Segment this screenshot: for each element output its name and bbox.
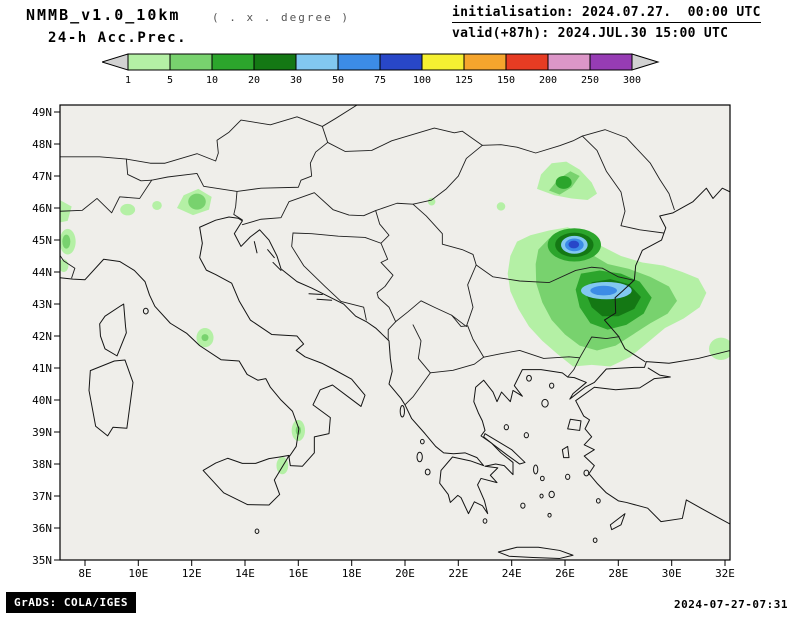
legend-tick: 75 bbox=[374, 75, 386, 86]
legend-segment bbox=[589, 53, 633, 71]
legend-segment bbox=[295, 53, 339, 71]
y-tick-label: 40N bbox=[32, 394, 52, 407]
x-tick-label: 28E bbox=[608, 567, 628, 580]
y-tick-label: 46N bbox=[32, 202, 52, 215]
y-tick-label: 44N bbox=[32, 266, 52, 279]
x-axis-ticks bbox=[84, 560, 726, 566]
y-tick-label: 48N bbox=[32, 138, 52, 151]
y-tick-label: 45N bbox=[32, 234, 52, 247]
valid-time-label: valid(+87h): 2024.JUL.30 15:00 UTC bbox=[452, 26, 729, 41]
x-tick-label: 22E bbox=[448, 567, 468, 580]
header-times: initialisation: 2024.07.27. 00:00 UTC va… bbox=[452, 5, 761, 41]
legend-right-arrow bbox=[631, 53, 660, 71]
legend-tick: 125 bbox=[455, 75, 473, 86]
legend-tick: 150 bbox=[497, 75, 515, 86]
x-tick-label: 20E bbox=[395, 567, 415, 580]
y-tick-label: 37N bbox=[32, 490, 52, 503]
legend-tick: 20 bbox=[248, 75, 260, 86]
coastlines bbox=[60, 188, 730, 558]
creation-timestamp: 2024-07-27-07:31 bbox=[674, 598, 788, 611]
y-tick-label: 43N bbox=[32, 298, 52, 311]
grads-credit-badge: GrADS: COLA/IGES bbox=[6, 592, 136, 613]
x-tick-label: 32E bbox=[715, 567, 735, 580]
x-tick-label: 26E bbox=[555, 567, 575, 580]
y-axis-labels: 49N 48N 47N 46N 45N 44N 43N 42N 41N 40N … bbox=[32, 106, 52, 567]
x-tick-label: 30E bbox=[662, 567, 682, 580]
precip-bin-75-100 bbox=[568, 240, 580, 249]
resolution-note: ( . x . degree ) bbox=[212, 11, 350, 24]
model-title: NMMB_v1.0_10km bbox=[26, 6, 181, 24]
product-title: 24-h Acc.Prec. bbox=[48, 30, 188, 46]
map: 49N 48N 47N 46N 45N 44N 43N 42N 41N 40N … bbox=[32, 104, 735, 580]
y-tick-label: 38N bbox=[32, 458, 52, 471]
y-tick-label: 35N bbox=[32, 554, 52, 567]
y-tick-label: 36N bbox=[32, 522, 52, 535]
x-tick-label: 12E bbox=[182, 567, 202, 580]
y-tick-label: 49N bbox=[32, 106, 52, 119]
legend-tick: 30 bbox=[290, 75, 302, 86]
y-tick-label: 41N bbox=[32, 362, 52, 375]
y-tick-label: 47N bbox=[32, 170, 52, 183]
legend-segment bbox=[127, 53, 171, 71]
map-frame bbox=[59, 104, 731, 561]
legend-tick: 200 bbox=[539, 75, 557, 86]
x-tick-label: 16E bbox=[288, 567, 308, 580]
y-axis-ticks bbox=[54, 111, 60, 561]
x-axis-labels: 8E 10E 12E 14E 16E 18E 20E 22E 24E 26E 2… bbox=[78, 567, 735, 580]
y-tick-label: 39N bbox=[32, 426, 52, 439]
legend-segment bbox=[547, 53, 591, 71]
legend-tick: 5 bbox=[167, 75, 173, 86]
legend-tick: 10 bbox=[206, 75, 218, 86]
legend-segment bbox=[379, 53, 423, 71]
legend-tick: 250 bbox=[581, 75, 599, 86]
legend-tick: 100 bbox=[413, 75, 431, 86]
legend-segment bbox=[211, 53, 255, 71]
colorbar-legend: 1 5 10 20 30 50 75 100 125 150 200 250 3… bbox=[102, 53, 660, 86]
country-borders bbox=[60, 105, 674, 405]
legend-segment bbox=[337, 53, 381, 71]
x-tick-label: 24E bbox=[502, 567, 522, 580]
y-tick-label: 42N bbox=[32, 330, 52, 343]
x-tick-label: 18E bbox=[342, 567, 362, 580]
legend-segment bbox=[253, 53, 297, 71]
x-tick-label: 8E bbox=[78, 567, 91, 580]
initialisation-label: initialisation: 2024.07.27. 00:00 UTC bbox=[452, 5, 761, 23]
legend-segment bbox=[463, 53, 507, 71]
legend-tick: 1 bbox=[125, 75, 131, 86]
legend-segment bbox=[169, 53, 213, 71]
legend-segment bbox=[505, 53, 549, 71]
x-tick-label: 10E bbox=[128, 567, 148, 580]
legend-left-arrow bbox=[102, 53, 129, 71]
legend-segment bbox=[421, 53, 465, 71]
legend-tick: 300 bbox=[623, 75, 641, 86]
x-tick-label: 14E bbox=[235, 567, 255, 580]
legend-tick: 50 bbox=[332, 75, 344, 86]
